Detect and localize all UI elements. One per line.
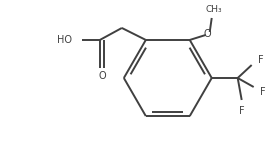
Text: HO: HO [57, 35, 72, 45]
Text: O: O [204, 29, 211, 39]
Text: CH₃: CH₃ [205, 5, 222, 14]
Text: F: F [239, 106, 244, 116]
Text: F: F [258, 55, 263, 65]
Text: F: F [260, 87, 265, 97]
Text: O: O [98, 71, 106, 81]
